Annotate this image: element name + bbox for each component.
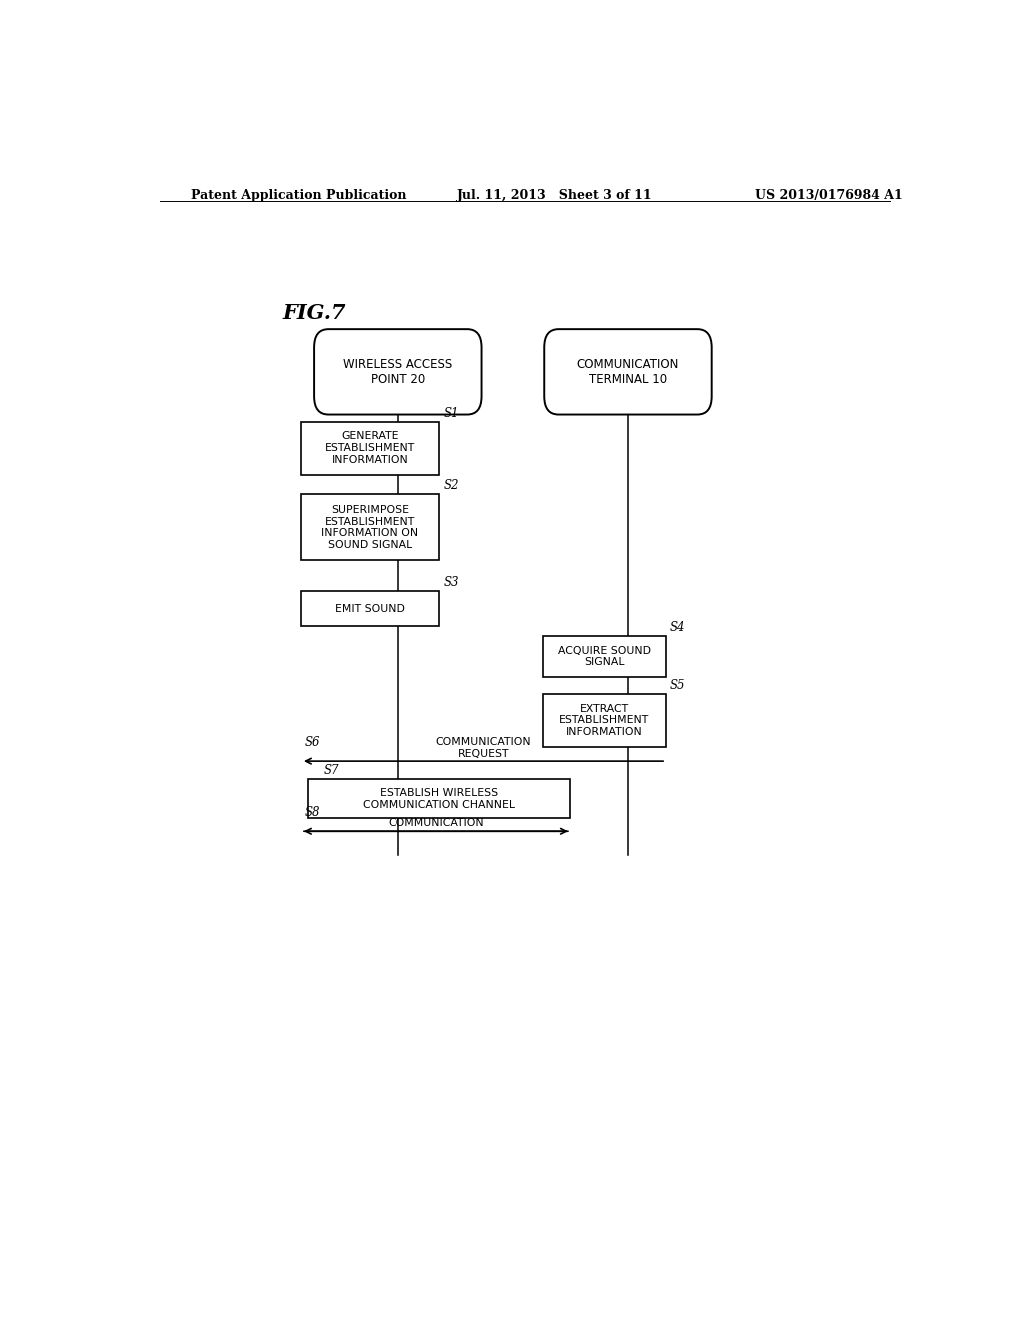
Text: US 2013/0176984 A1: US 2013/0176984 A1 (755, 189, 903, 202)
Text: S5: S5 (670, 678, 685, 692)
Bar (543, 636, 666, 677)
Text: Patent Application Publication: Patent Application Publication (191, 189, 407, 202)
Text: COMMUNICATION: COMMUNICATION (388, 818, 483, 828)
Text: WIRELESS ACCESS
POINT 20: WIRELESS ACCESS POINT 20 (343, 358, 453, 385)
Text: FIG.7: FIG.7 (283, 302, 346, 323)
Text: ESTABLISH WIRELESS
COMMUNICATION CHANNEL: ESTABLISH WIRELESS COMMUNICATION CHANNEL (364, 788, 515, 809)
Bar (301, 591, 439, 626)
Text: S4: S4 (670, 622, 685, 634)
Text: S8: S8 (305, 807, 321, 818)
Bar (301, 421, 439, 474)
FancyBboxPatch shape (544, 329, 712, 414)
Bar (308, 779, 570, 818)
Text: GENERATE
ESTABLISHMENT
INFORMATION: GENERATE ESTABLISHMENT INFORMATION (325, 432, 415, 465)
Text: EXTRACT
ESTABLISHMENT
INFORMATION: EXTRACT ESTABLISHMENT INFORMATION (559, 704, 649, 737)
FancyBboxPatch shape (314, 329, 481, 414)
Text: S1: S1 (443, 407, 459, 420)
Text: COMMUNICATION
REQUEST: COMMUNICATION REQUEST (436, 738, 531, 759)
Bar (301, 494, 439, 561)
Text: S6: S6 (305, 737, 321, 748)
Text: COMMUNICATION
TERMINAL 10: COMMUNICATION TERMINAL 10 (577, 358, 679, 385)
Text: S7: S7 (324, 764, 340, 777)
Bar (543, 694, 666, 747)
Text: S2: S2 (443, 479, 459, 492)
Text: EMIT SOUND: EMIT SOUND (335, 603, 404, 614)
Text: Jul. 11, 2013   Sheet 3 of 11: Jul. 11, 2013 Sheet 3 of 11 (458, 189, 653, 202)
Text: SUPERIMPOSE
ESTABLISHMENT
INFORMATION ON
SOUND SIGNAL: SUPERIMPOSE ESTABLISHMENT INFORMATION ON… (322, 506, 419, 549)
Text: S3: S3 (443, 577, 459, 589)
Text: ACQUIRE SOUND
SIGNAL: ACQUIRE SOUND SIGNAL (558, 645, 650, 667)
